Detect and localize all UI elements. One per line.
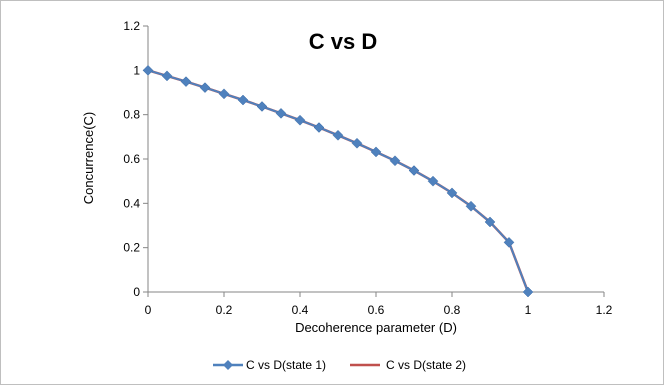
- chart-title: C vs D: [309, 29, 377, 54]
- legend-label-state-2: C vs D(state 2): [386, 358, 466, 372]
- y-tick-label: 0.8: [123, 108, 140, 122]
- data-point-diamond: [332, 129, 344, 141]
- data-point-diamond: [237, 94, 249, 106]
- y-tick-label: 1.2: [123, 19, 140, 33]
- data-point-diamond: [142, 64, 154, 76]
- data-point-diamond: [313, 122, 325, 133]
- y-tick-label: 0.6: [123, 152, 140, 166]
- series-line-1: [147, 69, 529, 293]
- legend-marker-state-1: [223, 360, 233, 370]
- series-layer: [142, 64, 534, 298]
- y-tick-label: 0.2: [123, 241, 140, 255]
- x-tick-label: 1: [525, 303, 532, 317]
- data-point-diamond: [503, 236, 515, 248]
- data-point-diamond: [484, 216, 496, 228]
- y-tick-label: 0.4: [123, 196, 140, 210]
- y-axis-title: Concurrence(C): [81, 112, 96, 204]
- data-point-diamond: [256, 101, 268, 112]
- legend: C vs D(state 1) C vs D(state 2): [213, 358, 466, 372]
- data-point-diamond: [427, 175, 439, 187]
- x-tick-label: 0.4: [292, 303, 309, 317]
- x-tick-label: 0.2: [216, 303, 233, 317]
- x-tick-label: 1.2: [596, 303, 613, 317]
- data-point-diamond: [161, 70, 173, 82]
- data-point-diamond: [370, 146, 382, 158]
- data-point-diamond: [294, 114, 306, 126]
- data-point-diamond: [408, 165, 420, 176]
- data-point-diamond: [218, 88, 230, 100]
- data-point-diamond: [522, 286, 534, 298]
- data-point-diamond: [180, 76, 192, 87]
- x-tick-label: 0.6: [368, 303, 385, 317]
- data-point-diamond: [199, 82, 211, 93]
- x-axis-title: Decoherence parameter (D): [295, 320, 457, 335]
- y-tick-label: 0: [133, 285, 140, 299]
- data-point-diamond: [446, 187, 458, 199]
- x-tick-label: 0: [145, 303, 152, 317]
- tick-labels: 0 0.2 0.4 0.6 0.8 1 1.2 0 0.2 0.4 0.6 0.8 1 1.2: [123, 19, 612, 317]
- data-point-diamond: [465, 200, 477, 212]
- data-point-diamond: [389, 155, 401, 167]
- axes: [143, 25, 605, 297]
- x-tick-label: 0.8: [444, 303, 461, 317]
- series-line-2: [147, 69, 530, 293]
- data-point-diamond: [351, 137, 363, 149]
- y-tick-label: 1: [133, 63, 140, 77]
- legend-label-state-1: C vs D(state 1): [246, 358, 326, 372]
- data-point-diamond: [275, 107, 287, 119]
